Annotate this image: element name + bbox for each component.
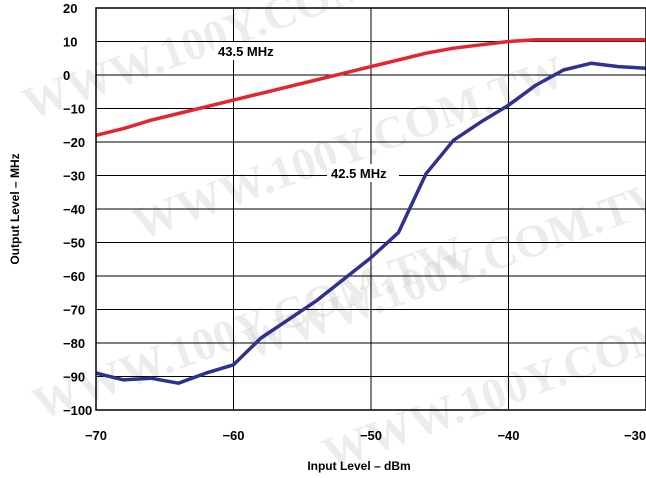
series-layer [95, 38, 646, 385]
y-tick-label: 10 [63, 35, 77, 50]
x-axis-title: Input Level – dBm [307, 459, 410, 473]
x-tick-label: −60 [222, 428, 244, 443]
series-label-bg [214, 42, 286, 60]
y-tick-label: −20 [63, 135, 85, 150]
y-tick-label: −10 [63, 102, 85, 117]
y-tick-label: −90 [63, 370, 85, 385]
series-line-43-5-mhz [95, 38, 646, 138]
y-tick-label: −70 [63, 303, 85, 318]
x-axis-ticks: −70 −60 −50 −40 −30 [85, 428, 646, 443]
x-tick-label: −30 [624, 428, 646, 443]
y-tick-label: −60 [63, 269, 85, 284]
plot-frame [95, 7, 646, 411]
series-label: 43.5 MHz [218, 44, 274, 59]
series-line-42-5-mhz [95, 61, 646, 385]
x-tick-label: −40 [497, 428, 519, 443]
y-axis-title: Output Level – MHz [8, 153, 22, 264]
watermark-text: WWW.100Y.COM.TW [126, 46, 571, 250]
y-tick-label: −30 [63, 169, 85, 184]
y-tick-label: −100 [63, 403, 92, 418]
watermark-layer: WWW.100Y.COM.TWWWW.100Y.COM.TWWWW.100Y.C… [16, 0, 646, 478]
y-tick-label: 20 [63, 1, 77, 16]
y-axis-ticks: 20 10 0 −10 −20 −30 −40 −50 −60 −70 −80 −90 −100 [63, 1, 92, 418]
x-tick-label: −70 [85, 428, 107, 443]
x-tick-label: −50 [360, 428, 382, 443]
series-labels: 43.5 MHz 42.5 MHz [214, 42, 399, 182]
series-label-bg [327, 164, 399, 182]
series-label: 42.5 MHz [331, 166, 387, 181]
y-tick-label: −50 [63, 236, 85, 251]
y-tick-label: 0 [63, 68, 70, 83]
y-tick-label: −40 [63, 202, 85, 217]
y-tick-label: −80 [63, 336, 85, 351]
